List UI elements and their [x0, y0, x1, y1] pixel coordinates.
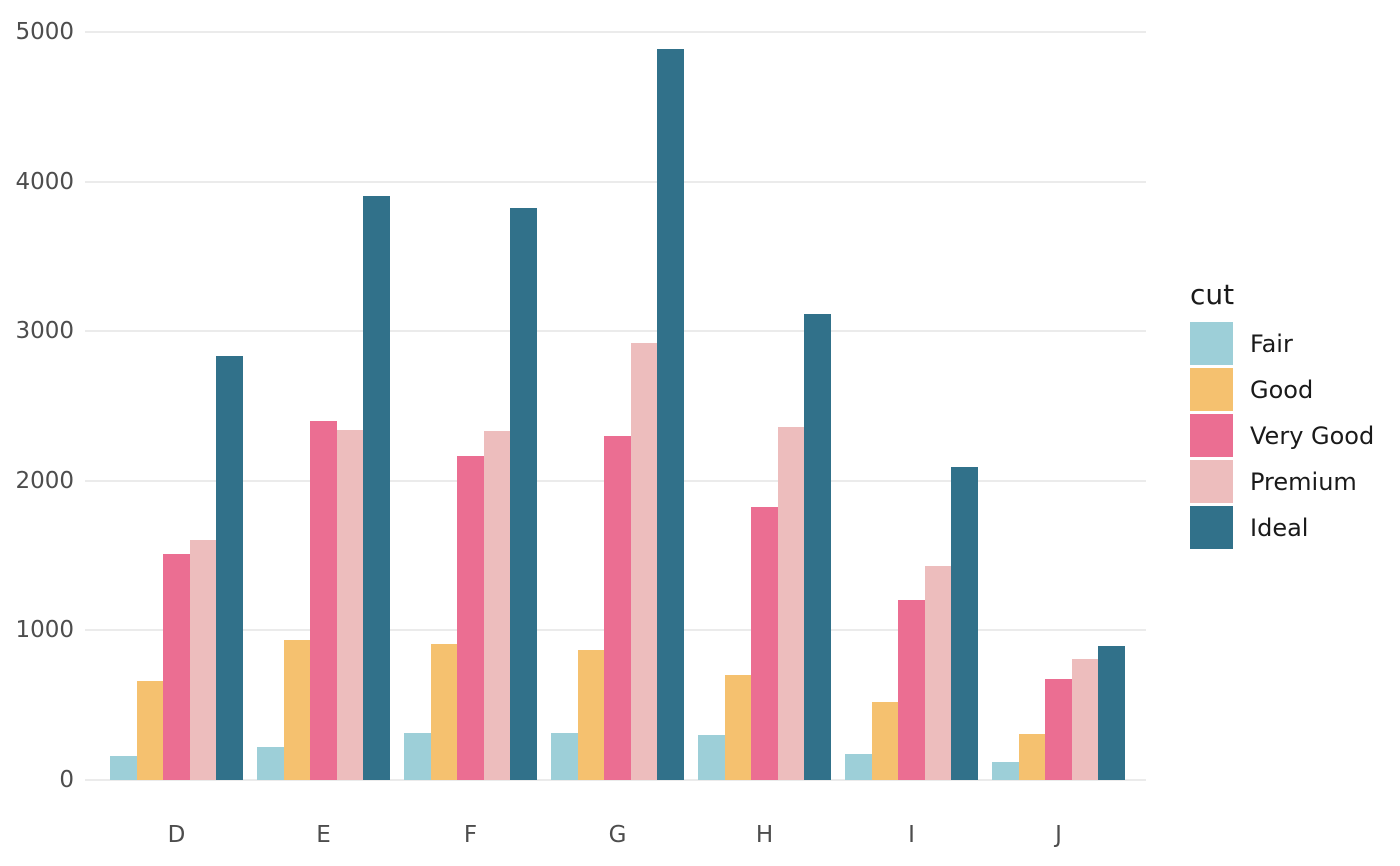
y-tick-label-1000: 1000	[15, 617, 74, 644]
legend-swatch-fair	[1190, 322, 1233, 365]
bar-F-very-good	[457, 456, 484, 780]
x-tick-label-D: D	[167, 822, 186, 848]
gridline-3000	[85, 330, 1146, 333]
bar-I-good	[871, 701, 899, 780]
x-tick-label-G: G	[608, 822, 627, 848]
bar-J-fair	[992, 762, 1019, 780]
bar-D-very-good	[163, 553, 190, 780]
bar-D-ideal	[216, 356, 243, 780]
bar-H-premium	[777, 426, 805, 780]
bar-H-fair	[698, 734, 725, 780]
legend-swatch-very-good	[1190, 414, 1233, 457]
bar-J-ideal	[1098, 645, 1125, 780]
bar-I-ideal	[951, 466, 978, 780]
bar-J-very-good	[1045, 678, 1072, 780]
bar-H-good	[724, 674, 752, 780]
bar-D-fair	[110, 755, 137, 780]
bar-E-very-good	[310, 420, 337, 780]
bar-J-good	[1018, 734, 1046, 780]
gridline-4000	[85, 180, 1146, 183]
legend-item-ideal: Ideal	[1190, 506, 1395, 549]
bar-E-ideal	[363, 196, 390, 780]
plot-panel	[85, 0, 1146, 781]
bar-H-very-good	[751, 507, 778, 780]
legend-item-fair: Fair	[1190, 322, 1395, 365]
legend-label-premium: Premium	[1250, 467, 1357, 496]
legend-swatch-ideal	[1190, 506, 1233, 549]
bar-I-premium	[924, 566, 952, 780]
x-tick-label-J: J	[1055, 822, 1062, 848]
bar-E-fair	[257, 746, 284, 780]
y-tick-label-3000: 3000	[15, 318, 74, 345]
legend-swatch-good	[1190, 368, 1233, 411]
y-tick-label-2000: 2000	[15, 467, 74, 494]
bar-E-premium	[336, 430, 364, 780]
bar-F-fair	[404, 733, 431, 780]
bar-I-very-good	[898, 599, 925, 780]
bar-H-ideal	[804, 314, 831, 780]
legend-items: Fair Good Very Good Premium Ideal	[1190, 322, 1395, 549]
x-tick-label-I: I	[908, 822, 915, 848]
legend-item-premium: Premium	[1190, 460, 1395, 503]
legend-label-ideal: Ideal	[1250, 513, 1309, 542]
x-tick-label-E: E	[316, 822, 331, 848]
x-tick-label-H: H	[755, 822, 774, 848]
legend-label-very-good: Very Good	[1250, 421, 1375, 450]
bar-F-ideal	[510, 207, 537, 780]
bar-E-good	[283, 640, 311, 780]
legend-label-fair: Fair	[1250, 329, 1293, 358]
gridline-5000	[85, 31, 1146, 33]
legend-item-very-good: Very Good	[1190, 414, 1395, 457]
y-axis: 0 1000 2000 3000 4000 5000	[0, 0, 74, 866]
y-tick-label-4000: 4000	[15, 168, 74, 195]
bar-G-good	[577, 649, 605, 780]
bar-G-very-good	[604, 436, 631, 780]
bar-F-premium	[483, 431, 511, 780]
bar-I-fair	[845, 753, 872, 780]
legend-item-good: Good	[1190, 368, 1395, 411]
legend-label-good: Good	[1250, 375, 1314, 404]
bar-G-fair	[551, 733, 578, 780]
legend: cut Fair Good Very Good Premium Ideal	[1190, 278, 1395, 552]
bar-D-premium	[189, 540, 217, 780]
bar-J-premium	[1071, 659, 1099, 780]
x-tick-label-F: F	[463, 822, 478, 848]
bar-G-ideal	[657, 49, 684, 780]
bar-D-good	[136, 680, 164, 780]
bar-G-premium	[630, 342, 658, 780]
legend-swatch-premium	[1190, 460, 1233, 503]
y-tick-label-0: 0	[59, 767, 74, 793]
gridline-0	[85, 779, 1146, 781]
bar-F-good	[430, 644, 458, 780]
y-tick-label-5000: 5000	[15, 19, 74, 45]
legend-title: cut	[1190, 278, 1235, 311]
